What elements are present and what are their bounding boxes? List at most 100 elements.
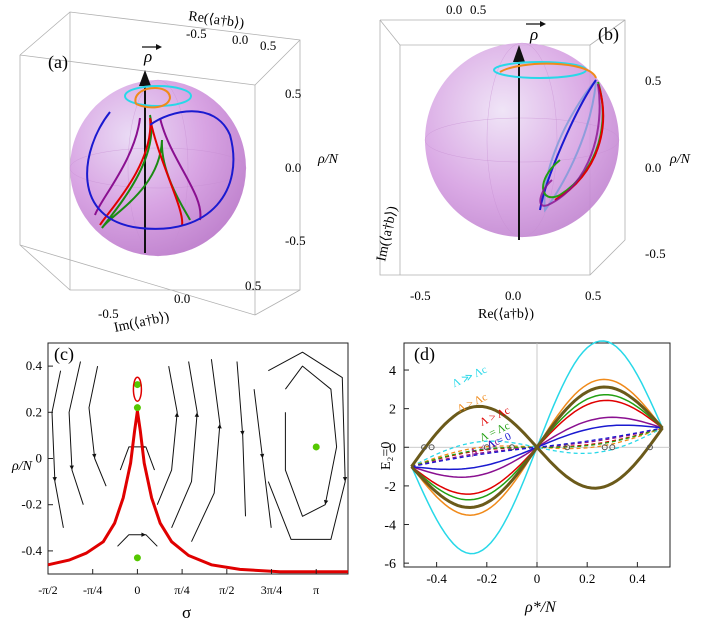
panel-c-x-tick-label: 3π/4 — [261, 583, 282, 597]
panel-d: Λ ≫ ΛcΛ > ΛcΛ > ΛcΛ = ΛcΛ < ΛcΛ = 0 -0.4… — [379, 340, 671, 616]
panel-b: (b) ρ 0.5 0.0 -0.5 ρ/N 0.0 0.5 -0.5 0.0 … — [374, 2, 690, 322]
panel-a-rho-arrowhead — [139, 70, 151, 86]
panel-d-root-marker — [601, 444, 608, 451]
panel-c-stream-arrow — [69, 465, 74, 471]
panel-d-y-tick-label: 2 — [389, 403, 396, 418]
panel-d-root-marker — [483, 444, 490, 451]
panel-a-btick-2: 0.5 — [245, 278, 261, 293]
panel-d-y-ticks: 4 2 0 -2 -4 -6 — [384, 364, 409, 572]
panel-c-separatrix — [47, 410, 348, 574]
panel-a-curve-blue — [86, 110, 235, 230]
panel-c-stream-arrow — [52, 477, 57, 482]
panel-c-stream-arrow — [217, 423, 222, 429]
panel-d-root-marker — [508, 444, 515, 451]
panel-c-x-tick-label: -π/4 — [83, 583, 102, 597]
panel-d-y-tick-label: 4 — [389, 364, 396, 379]
panel-b-curve-purple — [539, 83, 601, 207]
panel-d-series-label: Λ ≫ Λc — [450, 364, 489, 391]
panel-c-y-tick-label: -0.2 — [21, 497, 42, 512]
panel-d-x-tick-label: 0 — [534, 571, 541, 586]
panel-c-x-tick-label: -π/2 — [38, 583, 57, 597]
panel-a-ttick-2: 0.5 — [260, 38, 276, 53]
panel-c-fixed-point — [133, 404, 141, 412]
panel-c-streamline — [236, 361, 246, 517]
panel-c-stream-arrow — [194, 412, 199, 417]
panel-c-x-tick-label: π/4 — [174, 583, 189, 597]
panel-d-y-tick-label: 0 — [389, 441, 396, 456]
panel-c-stream-arrow — [342, 477, 348, 482]
panel-b-ttick-1: 0.5 — [470, 2, 486, 17]
panel-d-critical-curve-mirror — [410, 404, 664, 490]
panel-a-bottom-axis-label: Im(⟨a†b⟩) — [113, 310, 171, 336]
panel-c-ylabel: ρ/N — [11, 459, 33, 474]
panel-d-grid — [404, 343, 670, 567]
panel-d-xlabel: ρ*/N — [524, 599, 557, 616]
panel-c-stream-arrow — [323, 499, 329, 505]
panel-d-x-ticks: -0.4 -0.2 0 0.2 0.4 — [426, 562, 646, 586]
panel-b-curve-lightblue — [543, 79, 597, 213]
panel-c-xlabel: σ — [182, 603, 191, 622]
panel-c-small-orbit — [132, 376, 143, 402]
panel-c-fixed-point — [133, 554, 141, 562]
panel-b-curve-orange — [499, 62, 597, 79]
panel-c-stream-arrow — [141, 532, 146, 537]
panel-c-streamline — [191, 359, 221, 542]
panel-d-root-marker — [564, 444, 571, 451]
panel-c-streamline — [119, 446, 155, 471]
panel-d-x-tick-label: -0.2 — [477, 571, 498, 586]
panel-c-label: (c) — [54, 344, 74, 365]
panel-b-left-axis-label: Im(⟨a†b⟩) — [374, 205, 400, 263]
panel-a-vtick-1: 0.0 — [285, 160, 301, 175]
panel-d-y-tick-label: -4 — [384, 519, 396, 534]
panel-c-y-tick-label: 0.4 — [26, 358, 43, 373]
panel-b-btick-2: 0.5 — [585, 288, 601, 303]
panel-c-streamline — [267, 351, 346, 540]
panel-a-curve-purple — [94, 117, 202, 221]
panel-c-stream-arrow — [240, 430, 245, 436]
panel-c-y-tick-label: 0.2 — [26, 404, 42, 419]
panel-b-btick-1: 0.0 — [505, 288, 521, 303]
panel-b-vector-label: ρ — [529, 25, 538, 44]
panel-a: (a) ρ 0.5 0.0 -0.5 ρ/N -0.5 0.0 0.5 Re(⟨… — [19, 9, 339, 336]
panel-d-x-tick-label: 0.4 — [629, 571, 646, 586]
panel-c-fixed-point — [133, 381, 141, 389]
panel-c-streamline — [117, 534, 158, 547]
panel-a-trajectories — [86, 85, 235, 230]
panel-c-streamline — [253, 389, 272, 528]
panel-a-curve-red — [99, 117, 184, 226]
panel-a-vertical-axis-label: ρ/N — [317, 152, 339, 167]
panel-b-box — [379, 19, 626, 276]
panel-c: -π/2 -π/4 0 π/4 π/2 3π/4 π 0.4 0.2 0 -0.2 -0.4 (c)… — [11, 342, 349, 622]
panel-b-btick-0: -0.5 — [410, 288, 431, 303]
panel-a-ttick-0: -0.5 — [186, 26, 207, 41]
panel-d-root-marker — [646, 444, 653, 451]
panel-c-fixed-point — [312, 443, 320, 451]
panel-d-curves — [410, 340, 664, 555]
panel-b-curve-blue — [539, 79, 597, 211]
panel-c-streamline — [51, 370, 64, 528]
panel-c-stream-arrow — [174, 412, 179, 417]
panel-c-streamline — [88, 365, 107, 487]
panel-b-vertical-axis-label: ρ/N — [669, 152, 691, 167]
panel-c-stream-arrow — [259, 453, 265, 459]
panel-d-x-tick-label: -0.4 — [426, 571, 447, 586]
panel-b-vtick-2: -0.5 — [645, 246, 666, 261]
panel-a-curve-orange — [134, 86, 172, 109]
panel-b-rho-arrowhead — [513, 45, 525, 62]
panel-c-streamline — [156, 366, 178, 505]
panel-a-vtick-0: 0.5 — [285, 86, 301, 101]
panel-d-series-label: Λ > Λc — [455, 391, 489, 415]
panel-c-streamline — [171, 361, 198, 528]
panel-c-y-tick-label: -0.4 — [21, 543, 42, 558]
panel-c-x-tick-label: π/2 — [219, 583, 234, 597]
panel-c-y-tick-label: 0 — [36, 451, 43, 466]
panel-d-x-tick-label: 0.2 — [579, 571, 595, 586]
panel-b-ttick-0: 0.0 — [446, 2, 462, 17]
panel-c-x-tick-label: 0 — [134, 583, 140, 597]
panel-d-root-marker — [421, 444, 428, 451]
panel-c-x-ticks: -π/2 -π/4 0 π/4 π/2 3π/4 π — [38, 569, 319, 597]
panel-a-btick-0: -0.5 — [98, 306, 119, 321]
panel-b-vtick-1: 0.0 — [645, 160, 661, 175]
panel-a-vtick-2: -0.5 — [285, 233, 306, 248]
